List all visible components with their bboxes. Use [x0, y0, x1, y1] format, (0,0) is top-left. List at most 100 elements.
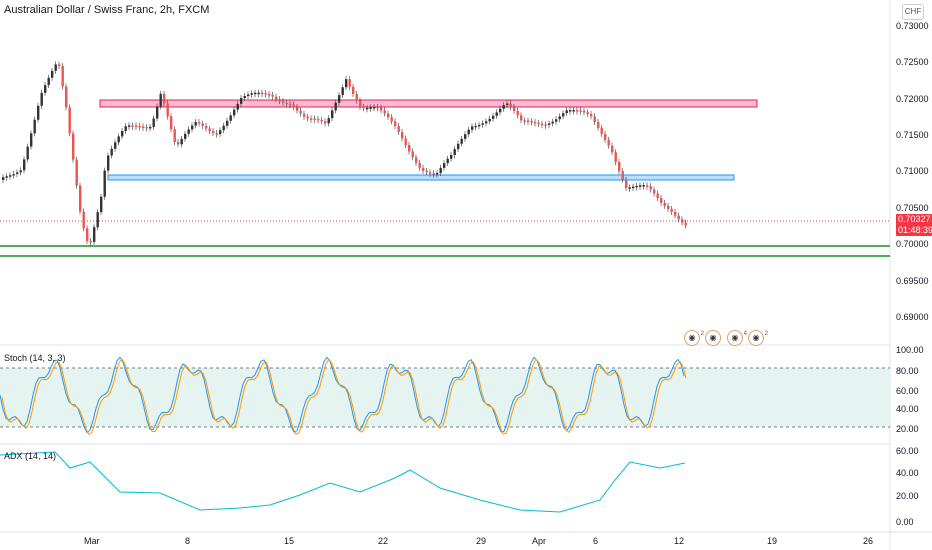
- candle: [635, 185, 638, 188]
- candle: [376, 106, 379, 109]
- candle: [247, 94, 250, 97]
- resistance-zone: [99, 99, 758, 108]
- candle: [100, 196, 103, 213]
- candle: [572, 109, 575, 112]
- candle: [12, 174, 15, 176]
- candle: [9, 175, 12, 177]
- candle: [502, 105, 505, 109]
- candle: [229, 115, 232, 121]
- candle: [138, 125, 141, 128]
- candle: [341, 87, 344, 96]
- candle: [404, 138, 407, 146]
- adx-tick: 40.00: [896, 468, 919, 478]
- stoch-tick: 20.00: [896, 424, 919, 434]
- event-icon[interactable]: ◉ 2: [684, 330, 704, 346]
- candle: [670, 208, 673, 212]
- candle: [639, 185, 642, 187]
- candle: [184, 133, 187, 139]
- candle: [509, 103, 512, 107]
- stoch-k-line: [0, 356, 685, 434]
- candle: [443, 163, 446, 168]
- candle: [516, 110, 519, 116]
- candle: [478, 124, 481, 127]
- candle: [523, 120, 526, 122]
- time-tick: 26: [863, 536, 874, 546]
- candle: [352, 86, 355, 94]
- candlestick-series: [2, 61, 687, 246]
- candle: [488, 118, 491, 122]
- candle: [117, 136, 120, 143]
- candle: [40, 92, 43, 106]
- candle: [495, 112, 498, 116]
- candle: [422, 167, 425, 171]
- candle: [313, 118, 316, 120]
- candle: [219, 130, 222, 135]
- stoch-d-line: [1, 358, 687, 436]
- candle: [499, 108, 502, 113]
- candle: [194, 122, 197, 126]
- candle: [366, 107, 369, 110]
- candle: [72, 133, 75, 160]
- candle: [607, 139, 610, 146]
- candle: [299, 110, 302, 114]
- candle: [30, 133, 33, 147]
- time-tick: 22: [378, 536, 389, 546]
- candle: [632, 186, 635, 189]
- candle: [551, 121, 554, 124]
- candle: [667, 205, 670, 209]
- candle: [191, 125, 194, 130]
- event-icon[interactable]: ◉ 2: [748, 330, 768, 346]
- stoch-label[interactable]: Stoch (14, 3, 3): [4, 353, 66, 363]
- time-tick: 6: [593, 536, 599, 546]
- candle: [226, 120, 229, 126]
- candle: [432, 173, 435, 175]
- candle: [642, 185, 645, 187]
- candle: [397, 126, 400, 132]
- current-price-badge: 0.70327 01:48:39: [896, 214, 932, 236]
- price-tick: 0.70000: [896, 239, 929, 249]
- candle: [415, 157, 418, 163]
- adx-label[interactable]: ADX (14, 14): [4, 451, 57, 461]
- candle: [453, 149, 456, 156]
- candle: [474, 125, 477, 128]
- candle: [289, 103, 292, 106]
- candle: [275, 96, 278, 100]
- candle: [156, 106, 159, 119]
- support-zone: [107, 174, 735, 181]
- candle: [579, 110, 582, 112]
- candle: [180, 138, 183, 145]
- adx-tick: 0.00: [896, 517, 914, 527]
- price-tick: 0.73000: [896, 21, 929, 31]
- candle: [198, 122, 201, 124]
- event-count: 4: [743, 331, 747, 337]
- candle: [541, 123, 544, 126]
- event-icon[interactable]: ◉: [705, 330, 721, 346]
- candle: [614, 152, 617, 162]
- candle: [131, 125, 134, 127]
- time-tick: Apr: [532, 536, 547, 546]
- candle: [303, 113, 306, 117]
- price-tick: 0.71000: [896, 166, 929, 176]
- candle: [5, 176, 8, 178]
- candle: [177, 142, 180, 145]
- candle: [170, 116, 173, 130]
- candle: [369, 107, 372, 109]
- candle: [282, 101, 285, 103]
- countdown: 01:48:39: [898, 225, 932, 235]
- event-icon[interactable]: ◉ 4: [727, 330, 747, 346]
- candle: [586, 112, 589, 115]
- currency-label[interactable]: CHF: [902, 4, 924, 20]
- candle: [103, 170, 106, 197]
- candle: [569, 110, 572, 112]
- candle: [373, 106, 376, 109]
- candle: [152, 118, 155, 127]
- current-price: 0.70327: [898, 214, 931, 224]
- candle: [310, 118, 313, 120]
- candle: [296, 107, 299, 111]
- candle: [345, 79, 348, 88]
- stoch-tick: 80.00: [896, 366, 919, 376]
- candle: [306, 116, 309, 119]
- candle: [621, 171, 624, 180]
- candle: [26, 146, 29, 160]
